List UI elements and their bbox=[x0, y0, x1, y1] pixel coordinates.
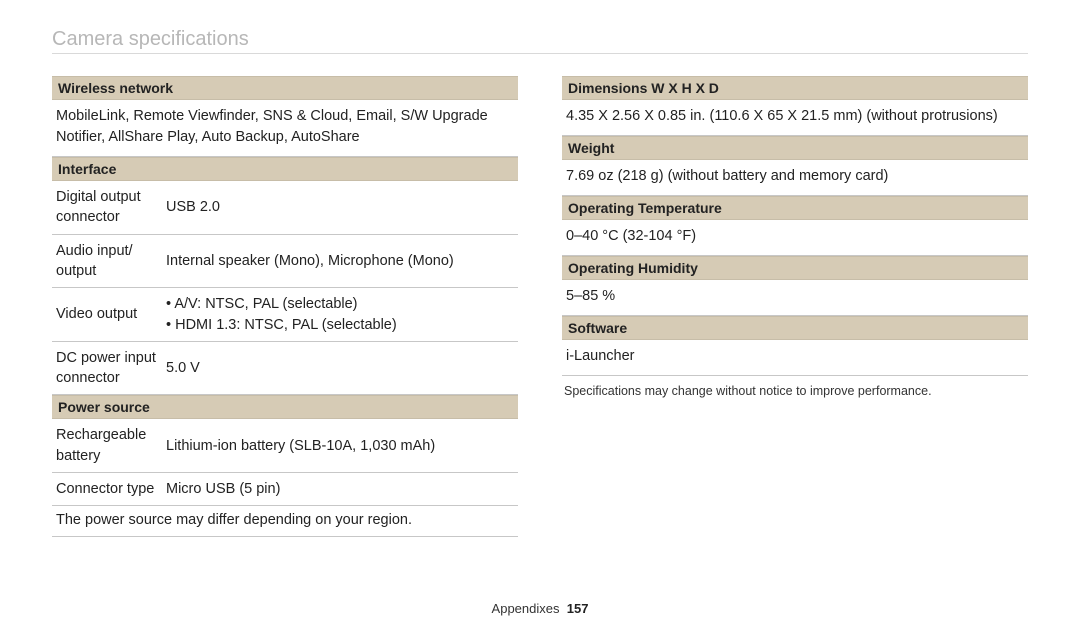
list-item: HDMI 1.3: NTSC, PAL (selectable) bbox=[166, 315, 514, 335]
cell-label: DC power input connector bbox=[52, 341, 162, 395]
cell-value: Micro USB (5 pin) bbox=[162, 473, 518, 506]
weight-header: Weight bbox=[562, 136, 1028, 160]
software-body: i-Launcher bbox=[562, 340, 1028, 376]
interface-header: Interface bbox=[52, 157, 518, 181]
op-temp-body: 0–40 °C (32-104 °F) bbox=[562, 220, 1028, 256]
cell-label: Digital output connector bbox=[52, 181, 162, 234]
cell-label: Connector type bbox=[52, 473, 162, 506]
left-column: Wireless network MobileLink, Remote View… bbox=[52, 76, 518, 537]
cell-label: Audio input/ output bbox=[52, 234, 162, 288]
wireless-header: Wireless network bbox=[52, 76, 518, 100]
list-item: A/V: NTSC, PAL (selectable) bbox=[166, 294, 514, 314]
title-divider bbox=[52, 53, 1028, 54]
op-humidity-body: 5–85 % bbox=[562, 280, 1028, 316]
table-row: Audio input/ output Internal speaker (Mo… bbox=[52, 234, 518, 288]
cell-label: Rechargeable battery bbox=[52, 419, 162, 472]
power-table: Rechargeable battery Lithium-ion battery… bbox=[52, 419, 518, 506]
cell-value: 5.0 V bbox=[162, 341, 518, 395]
disclaimer: Specifications may change without notice… bbox=[562, 376, 1028, 406]
page-title: Camera specifications bbox=[52, 28, 1028, 51]
footer: Appendixes 157 bbox=[0, 601, 1080, 616]
interface-table: Digital output connector USB 2.0 Audio i… bbox=[52, 181, 518, 395]
wireless-body: MobileLink, Remote Viewfinder, SNS & Clo… bbox=[52, 100, 518, 157]
footer-chapter: Appendixes bbox=[492, 601, 560, 616]
columns: Wireless network MobileLink, Remote View… bbox=[52, 76, 1028, 537]
cell-value: A/V: NTSC, PAL (selectable) HDMI 1.3: NT… bbox=[162, 288, 518, 342]
op-temp-header: Operating Temperature bbox=[562, 196, 1028, 220]
table-row: Digital output connector USB 2.0 bbox=[52, 181, 518, 234]
cell-value: Internal speaker (Mono), Microphone (Mon… bbox=[162, 234, 518, 288]
weight-body: 7.69 oz (218 g) (without battery and mem… bbox=[562, 160, 1028, 196]
table-row: Connector type Micro USB (5 pin) bbox=[52, 473, 518, 506]
footer-page-number: 157 bbox=[567, 601, 589, 616]
software-header: Software bbox=[562, 316, 1028, 340]
op-humidity-header: Operating Humidity bbox=[562, 256, 1028, 280]
power-header: Power source bbox=[52, 395, 518, 419]
table-row: DC power input connector 5.0 V bbox=[52, 341, 518, 395]
dimensions-header: Dimensions W X H X D bbox=[562, 76, 1028, 100]
dimensions-body: 4.35 X 2.56 X 0.85 in. (110.6 X 65 X 21.… bbox=[562, 100, 1028, 136]
cell-value: Lithium-ion battery (SLB-10A, 1,030 mAh) bbox=[162, 419, 518, 472]
power-note: The power source may differ depending on… bbox=[52, 506, 518, 537]
video-output-list: A/V: NTSC, PAL (selectable) HDMI 1.3: NT… bbox=[166, 294, 514, 335]
page: Camera specifications Wireless network M… bbox=[0, 0, 1080, 630]
table-row: Video output A/V: NTSC, PAL (selectable)… bbox=[52, 288, 518, 342]
cell-value: USB 2.0 bbox=[162, 181, 518, 234]
cell-label: Video output bbox=[52, 288, 162, 342]
table-row: Rechargeable battery Lithium-ion battery… bbox=[52, 419, 518, 472]
right-column: Dimensions W X H X D 4.35 X 2.56 X 0.85 … bbox=[562, 76, 1028, 537]
